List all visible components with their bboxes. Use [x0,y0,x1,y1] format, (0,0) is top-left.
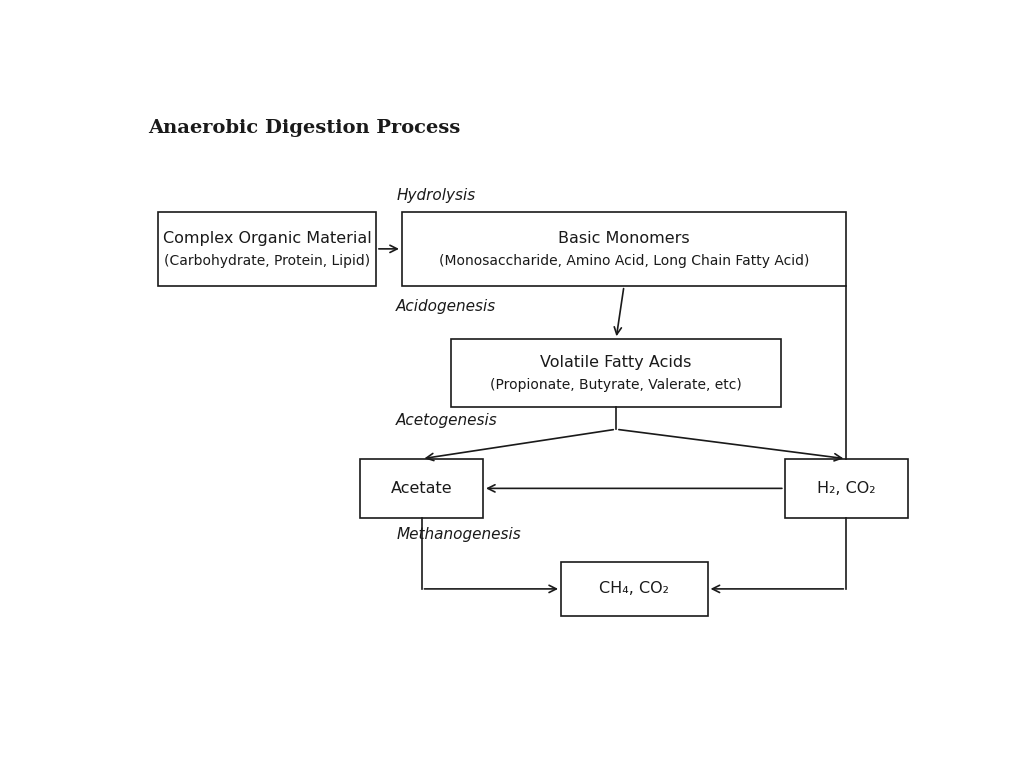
Text: (Carbohydrate, Protein, Lipid): (Carbohydrate, Protein, Lipid) [164,253,370,268]
Text: Acetate: Acetate [391,481,453,496]
Text: CH₄, CO₂: CH₄, CO₂ [599,581,670,597]
Text: (Monosaccharide, Amino Acid, Long Chain Fatty Acid): (Monosaccharide, Amino Acid, Long Chain … [439,253,809,268]
FancyBboxPatch shape [158,212,376,286]
Text: Methanogenesis: Methanogenesis [396,527,521,542]
Text: Acidogenesis: Acidogenesis [396,299,497,314]
Text: (Propionate, Butyrate, Valerate, etc): (Propionate, Butyrate, Valerate, etc) [490,378,742,392]
FancyBboxPatch shape [401,212,846,286]
Text: Complex Organic Material: Complex Organic Material [163,230,372,246]
Text: H₂, CO₂: H₂, CO₂ [817,481,876,496]
FancyBboxPatch shape [784,458,907,518]
Text: Hydrolysis: Hydrolysis [396,188,475,204]
FancyBboxPatch shape [561,562,708,615]
Text: Acetogenesis: Acetogenesis [396,413,498,428]
Text: Basic Monomers: Basic Monomers [558,230,690,246]
FancyBboxPatch shape [452,339,780,407]
Text: Volatile Fatty Acids: Volatile Fatty Acids [541,355,692,370]
Text: Anaerobic Digestion Process: Anaerobic Digestion Process [147,119,460,137]
FancyBboxPatch shape [360,458,483,518]
